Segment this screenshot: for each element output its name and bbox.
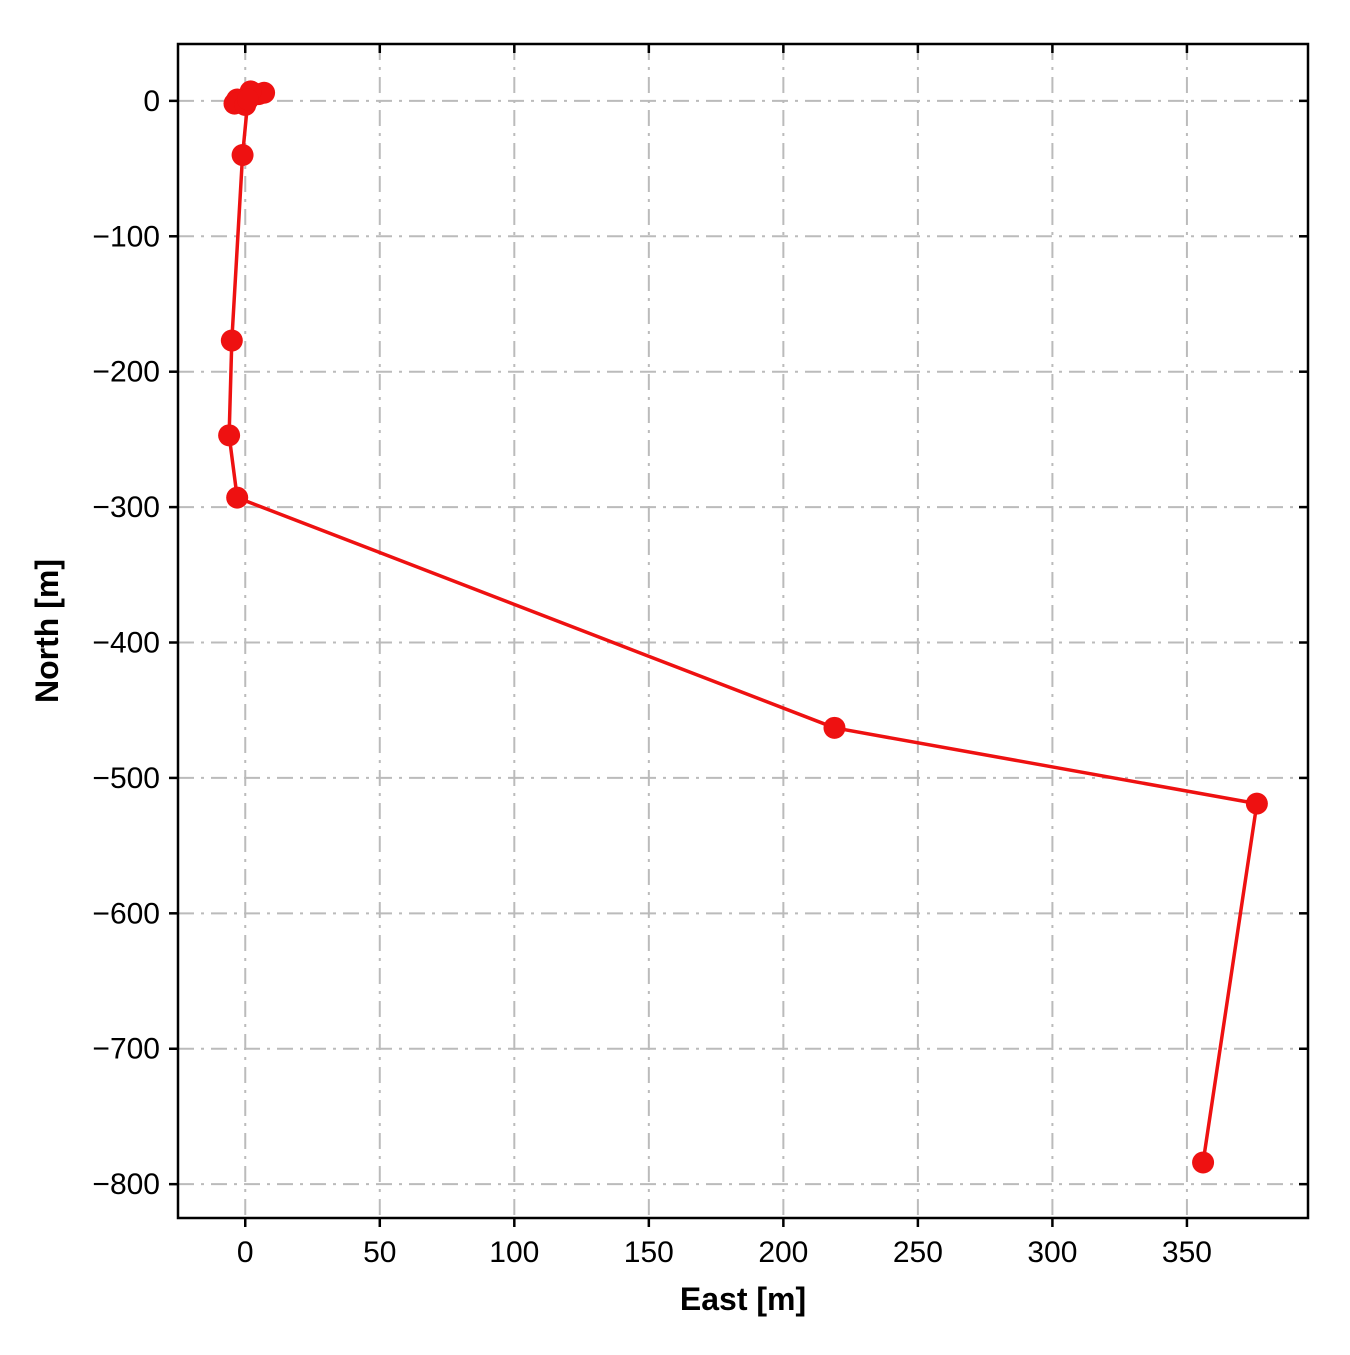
y-axis-label: North [m] xyxy=(29,559,65,703)
x-tick-label: 0 xyxy=(237,1236,254,1269)
data-point xyxy=(226,486,249,509)
x-tick-label: 50 xyxy=(363,1236,396,1269)
y-tick-label: −400 xyxy=(92,627,160,660)
data-point xyxy=(236,88,259,111)
y-tick-label: −100 xyxy=(92,220,160,253)
x-tick-label: 350 xyxy=(1162,1236,1212,1269)
axes-layer xyxy=(169,42,1310,1227)
y-tick-label: −200 xyxy=(92,356,160,389)
x-tick-label: 200 xyxy=(758,1236,808,1269)
grid-layer xyxy=(178,44,1308,1218)
x-tick-label: 300 xyxy=(1027,1236,1077,1269)
y-tick-label: −800 xyxy=(92,1168,160,1201)
data-point xyxy=(823,716,846,739)
data-point xyxy=(218,424,241,447)
x-axis-label: East [m] xyxy=(680,1281,806,1317)
y-tick-label: −600 xyxy=(92,897,160,930)
plot-border xyxy=(176,42,1310,1220)
x-tick-label: 250 xyxy=(893,1236,943,1269)
trajectory-line xyxy=(227,89,1259,1165)
data-layer xyxy=(218,80,1268,1174)
y-tick-label: −500 xyxy=(92,762,160,795)
data-point xyxy=(220,329,243,352)
data-point xyxy=(1245,792,1268,815)
x-tick-label: 150 xyxy=(624,1236,674,1269)
y-tick-label: −700 xyxy=(92,1033,160,1066)
data-point xyxy=(231,144,254,167)
y-tick-label: −300 xyxy=(92,491,160,524)
ticklabel-layer: 0 50 100 150 200 250 300 350 0 −100 −200 −300 −400 −5… xyxy=(92,85,1212,1269)
x-tick-label: 100 xyxy=(489,1236,539,1269)
data-point xyxy=(1192,1151,1215,1174)
y-tick-label: 0 xyxy=(143,85,160,118)
